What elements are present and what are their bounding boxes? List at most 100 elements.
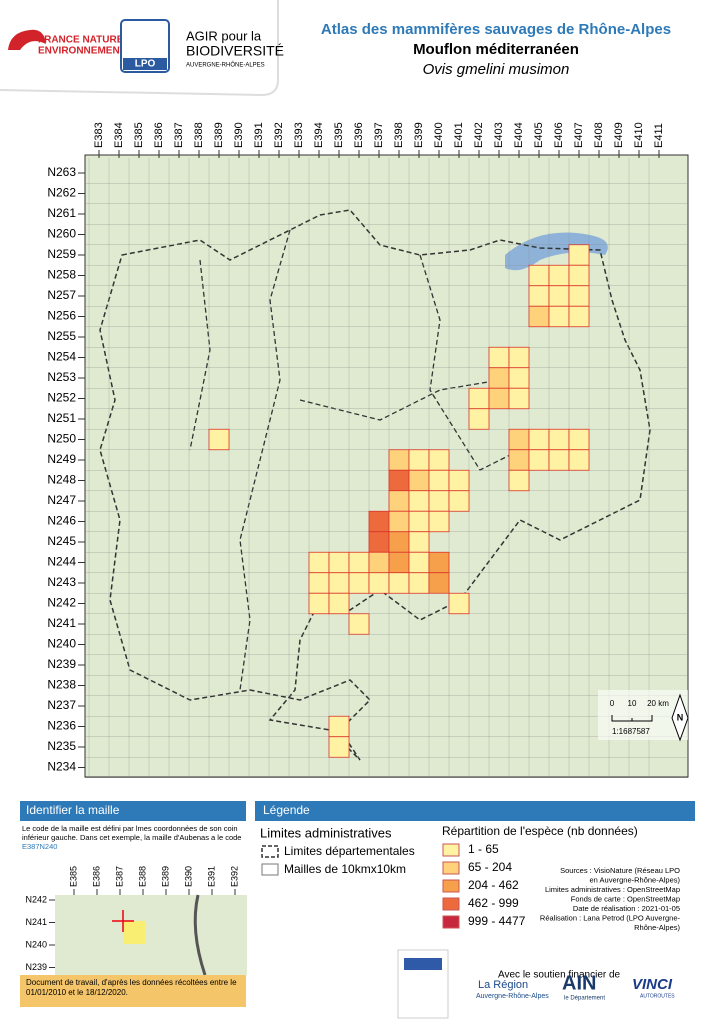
occurrence-cell: [388, 551, 410, 574]
admin-item: Mailles de 10kmx10km: [284, 862, 406, 876]
occurrence-cell: [428, 510, 450, 533]
lake: [505, 232, 608, 271]
occurrence-cell: [488, 346, 510, 369]
occurrence-cell: [508, 367, 530, 389]
column-label: E392: [273, 122, 285, 148]
note-box: [20, 975, 246, 1007]
class-swatch: [442, 879, 460, 893]
column-label: E409: [613, 122, 625, 148]
occurrence-cell: [508, 428, 530, 451]
agir-line: AGIR pour la: [186, 28, 262, 43]
class-label: 462 - 999: [468, 896, 519, 910]
occurrence-cell: [428, 551, 450, 574]
scale-ratio: 1:1687587: [612, 727, 650, 736]
support-title: Avec le soutien financier de: [498, 970, 621, 981]
occurrence-cell: [468, 387, 490, 410]
occurrence-cell: [468, 408, 490, 430]
admin-symbol: [261, 845, 279, 858]
occurrence-cell: [428, 469, 450, 492]
column-label: E385: [133, 122, 145, 148]
row-label: N237: [47, 698, 76, 712]
occurrence-cell: [408, 510, 430, 533]
scale-line: [611, 715, 653, 722]
row-label: N235: [47, 739, 76, 753]
column-label: E395: [333, 122, 345, 148]
row-label: N238: [47, 678, 76, 692]
row-label: N234: [47, 760, 76, 774]
legend-title: Légende: [263, 803, 310, 817]
row-label: N261: [47, 206, 76, 220]
occurrence-cell: [328, 551, 350, 574]
occurrence-cell: [348, 613, 370, 635]
row-label: N239: [47, 657, 76, 671]
column-label: E389: [213, 122, 225, 148]
agir-line: AUVERGNE-RHÔNE-ALPES: [186, 62, 265, 69]
ain-logo: AIN: [562, 972, 596, 994]
mini-highlight: [123, 921, 145, 944]
row-label: N263: [47, 165, 76, 179]
occurrence-cell: [448, 469, 470, 492]
row-label: N246: [47, 514, 76, 528]
mini-river: [193, 894, 207, 976]
agir-line: BIODIVERSITÉ: [186, 43, 284, 59]
class-label: 65 - 204: [468, 860, 512, 874]
ain-sub: le Département: [564, 996, 605, 1002]
region-name: Auvergne-Rhône-Alpes: [476, 993, 549, 1000]
occurrence-cell: [548, 449, 570, 471]
occurrence-cell: [488, 367, 510, 389]
row-label: N250: [47, 432, 76, 446]
class-swatch: [442, 861, 460, 875]
occurrence-cell: [508, 346, 530, 369]
mini-column-label: E387: [114, 866, 124, 887]
north-label: N: [677, 712, 684, 722]
latin-name: Ovis gmelini musimon: [423, 61, 570, 78]
occurrence-cell: [528, 285, 550, 307]
column-label: E407: [573, 122, 585, 148]
note: Document de travail, d'après les données…: [26, 978, 237, 997]
vinci-sub: AUTOROUTES: [640, 993, 675, 999]
fne-logo: FRANCE NATURE ENVIRONNEMENT: [8, 29, 126, 57]
row-label: N258: [47, 268, 76, 282]
scale-label: 10: [628, 699, 637, 708]
class-swatch: [442, 915, 460, 929]
occurrence-cell: [408, 572, 430, 594]
mini-column-label: E386: [91, 866, 101, 887]
title: Atlas des mammifères sauvages de Rhône-A…: [321, 21, 671, 38]
mini-cross: [112, 910, 134, 932]
mini-column-label: E390: [183, 866, 193, 887]
occurrence-cell: [508, 469, 530, 492]
column-label: E394: [313, 122, 325, 148]
occurrence-cell: [308, 592, 330, 615]
mini-row-label: N239: [25, 962, 47, 972]
occurrence-cell: [408, 531, 430, 553]
scale-label: 0: [610, 699, 615, 708]
occurrence-cell: [428, 490, 450, 512]
occurrence-cell: [548, 428, 570, 451]
occurrence-cell: [388, 490, 410, 512]
source-line: Date de réalisation : 2021-01-05: [573, 904, 680, 913]
occurrence-cell: [308, 551, 330, 574]
row-label: N236: [47, 719, 76, 733]
occurrence-cell: [388, 510, 410, 533]
row-label: N243: [47, 575, 76, 589]
source-line: Rhône-Alpes): [634, 923, 680, 932]
class-label: 1 - 65: [468, 842, 499, 856]
admin-symbol: [261, 863, 279, 876]
north-arrow: [671, 693, 689, 742]
legend-header: [255, 801, 695, 821]
column-label: E399: [413, 122, 425, 148]
occurrence-cell: [328, 592, 350, 615]
identify-text-box: Le code de la maille est défini par lmes…: [22, 824, 241, 851]
column-label: E387: [173, 122, 185, 148]
row-label: N262: [47, 186, 76, 200]
admin-item: Limites départementales: [284, 844, 415, 858]
occurrence-cell: [388, 469, 410, 492]
occurrence-cell: [528, 305, 550, 328]
occurrence-cell: [308, 572, 330, 594]
column-label: E406: [553, 122, 565, 148]
occurrence-cell: [328, 572, 350, 594]
occurrence-cell: [568, 305, 590, 328]
row-label: N255: [47, 329, 76, 343]
